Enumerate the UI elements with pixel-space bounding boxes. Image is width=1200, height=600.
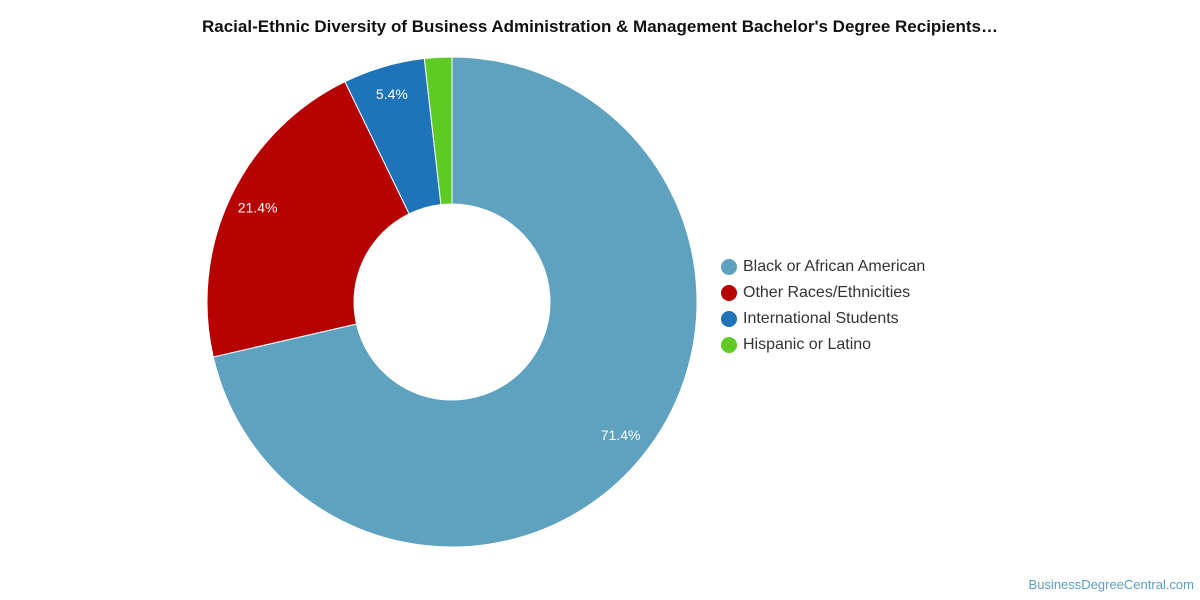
legend-label: International Students	[743, 310, 899, 327]
legend-swatch-icon	[721, 311, 737, 327]
donut-slice-1[interactable]	[206, 80, 410, 358]
legend-label: Hispanic or Latino	[743, 336, 872, 353]
legend-item-0[interactable]: Black or African American	[721, 254, 925, 280]
legend-item-2[interactable]: International Students	[721, 306, 925, 332]
donut-slice-0[interactable]	[212, 56, 698, 548]
slice-label-2: 5.4%	[376, 86, 408, 102]
legend-label: Other Races/Ethnicities	[743, 284, 911, 301]
legend-swatch-icon	[721, 259, 737, 275]
slice-label-1: 21.4%	[238, 200, 278, 216]
slice-label-0: 71.4%	[601, 427, 641, 443]
donut-slice-3[interactable]	[423, 56, 453, 206]
legend-item-1[interactable]: Other Races/Ethnicities	[721, 280, 925, 306]
chart-title: Racial-Ethnic Diversity of Business Admi…	[201, 17, 998, 36]
source-credit[interactable]: BusinessDegreeCentral.com	[1028, 577, 1194, 592]
legend-swatch-icon	[721, 337, 737, 353]
chart-legend: Black or African American Other Races/Eth…	[721, 254, 925, 358]
legend-item-3[interactable]: Hispanic or Latino	[721, 332, 925, 358]
legend-label: Black or African American	[743, 258, 926, 275]
legend-swatch-icon	[721, 285, 737, 301]
